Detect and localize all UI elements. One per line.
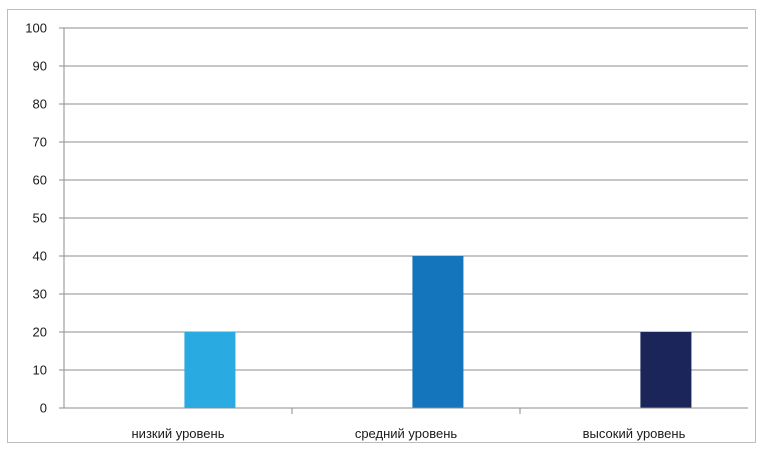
y-tick-label: 20 (33, 325, 47, 340)
gridlines (64, 27, 748, 371)
bars (184, 256, 692, 408)
bar-2-2 (412, 256, 464, 408)
bar-2-1 (184, 332, 236, 408)
y-tick-label: 90 (33, 59, 47, 74)
bar-2-3 (640, 332, 692, 408)
x-tick-label: средний уровень (355, 426, 458, 441)
y-tick-label: 70 (33, 135, 47, 150)
y-tick-label: 50 (33, 211, 47, 226)
y-tick-label: 80 (33, 97, 47, 112)
y-tick-label: 100 (25, 21, 47, 36)
y-tick-label: 30 (33, 287, 47, 302)
y-tick-label: 40 (33, 249, 47, 264)
axes (59, 27, 748, 414)
x-tick-label: высокий уровень (583, 426, 686, 441)
y-tick-label: 0 (40, 401, 47, 416)
tick-labels: 0 10 20 30 40 50 60 70 80 90 100 низкий уровень сред… (25, 21, 685, 442)
chart-frame (7, 9, 756, 443)
y-tick-label: 10 (33, 363, 47, 378)
x-tick-label: низкий уровень (132, 426, 225, 441)
y-tick-label: 60 (33, 173, 47, 188)
